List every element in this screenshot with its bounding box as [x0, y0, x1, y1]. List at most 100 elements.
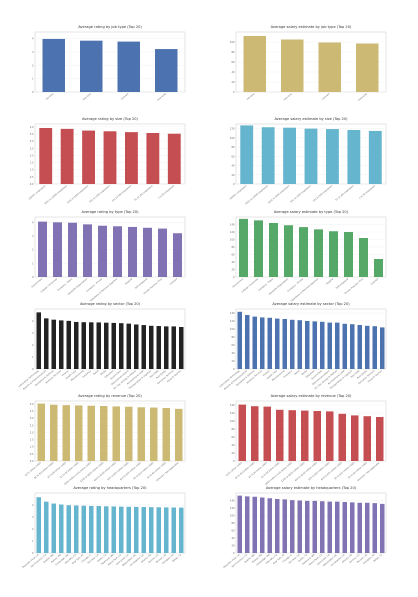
bar	[89, 322, 94, 369]
y-tick-label: 80	[231, 246, 235, 249]
x-tick-label: 201 to 500 employees	[111, 184, 132, 203]
bar	[356, 43, 379, 92]
x-tick-label: Chicago, IL	[81, 553, 93, 564]
bar	[81, 505, 86, 553]
bar	[347, 130, 361, 184]
bar	[297, 500, 302, 553]
bar	[326, 411, 334, 461]
chart-title: Average salary estimate by sector (Top 2…	[272, 302, 350, 306]
x-tick-label: Palo Alto, CA	[265, 553, 278, 565]
chart-panel-8: Average rating by revenue (Top 20) 0.0 0.5…	[24, 394, 186, 486]
y-tick-label: 20	[231, 174, 235, 177]
y-tick-label: 2	[32, 528, 34, 531]
y-tick-label: 120	[230, 507, 235, 510]
bar	[149, 325, 154, 369]
x-tick-label: Unknown / Non-Applicable	[356, 461, 380, 482]
x-tick-label: 51 to 200 employees	[134, 184, 154, 202]
x-tick-label: Full-time	[246, 92, 256, 101]
y-tick-label: 60	[231, 530, 235, 533]
chart-panel-6: Average rating by sector (Top 20) 0 1 2 3 4 In…	[18, 302, 186, 391]
y-tick-label: 60	[231, 155, 235, 158]
bar	[143, 227, 152, 277]
x-tick-label: Education	[104, 369, 115, 379]
bar	[267, 498, 272, 553]
bar	[363, 416, 371, 461]
bar	[329, 231, 338, 277]
chart-title: Average rating by revenue (Top 20)	[78, 394, 142, 398]
bar	[351, 415, 359, 461]
x-tick-label: 5001 to 10000 employees	[44, 184, 69, 205]
y-tick-label: 3.5	[30, 410, 34, 413]
bar	[68, 222, 77, 277]
bar	[260, 317, 265, 369]
bar	[179, 327, 184, 369]
chart-panel-10: Average rating by headquarters (Top 20) 0…	[22, 486, 186, 569]
x-tick-label: Media	[301, 369, 308, 376]
y-tick-label: 0	[233, 460, 235, 463]
y-tick-label: 2.5	[30, 424, 34, 427]
bar	[304, 128, 318, 184]
bar	[137, 407, 145, 461]
x-tick-label: Seattle, WA	[244, 553, 256, 564]
x-tick-label: Contract	[370, 277, 379, 285]
y-tick-label: 2	[32, 249, 34, 252]
bar	[171, 507, 176, 553]
chart-panel-2: Average rating by size (Top 20) 0.0 0.5 1.0…	[28, 117, 186, 205]
bar	[281, 39, 304, 92]
bar	[111, 322, 116, 369]
bar	[158, 228, 167, 277]
bar	[82, 130, 95, 184]
x-tick-label: Denver, CO	[349, 553, 361, 564]
bar	[96, 506, 101, 553]
y-tick-label: 20	[231, 81, 235, 84]
bar	[327, 322, 332, 369]
bar	[251, 406, 259, 461]
bar	[125, 406, 133, 461]
x-tick-label: Chicago, IL	[282, 553, 294, 564]
bar	[134, 324, 139, 369]
x-tick-label: Seattle, WA	[43, 553, 55, 564]
y-tick-label: 3	[32, 51, 34, 54]
y-tick-label: 0	[233, 183, 235, 186]
bar	[156, 507, 161, 553]
y-tick-label: 40	[231, 444, 235, 447]
bar	[342, 323, 347, 369]
y-tick-label: 140	[230, 500, 235, 503]
y-tick-label: 3	[32, 235, 34, 238]
bar	[80, 40, 103, 92]
y-tick-label: 80	[231, 146, 235, 149]
x-tick-label: Austin, TX	[96, 553, 107, 563]
bar	[263, 406, 271, 461]
x-tick-label: Hospital	[124, 277, 133, 285]
chart-panel-11: Average salary estimate by headquarters …	[223, 486, 387, 569]
y-tick-label: 80	[231, 522, 235, 525]
chart-title: Average rating by job type (Top 20)	[78, 25, 142, 29]
y-tick-label: 40	[231, 537, 235, 540]
bar	[301, 410, 309, 461]
chart-title: Average rating by size (Top 20)	[82, 117, 139, 121]
bar	[44, 318, 49, 369]
x-tick-label: Non-Profit	[149, 369, 159, 378]
bar	[66, 505, 71, 553]
x-tick-label: Contract	[120, 92, 129, 100]
y-tick-label: 120	[230, 128, 235, 131]
y-tick-label: 3.0	[30, 417, 34, 420]
bar	[260, 497, 265, 553]
x-tick-label: Finance	[61, 369, 70, 377]
bar	[335, 501, 340, 553]
x-tick-label: Insurance	[283, 369, 294, 379]
y-tick-label: 4.0	[30, 126, 34, 129]
bar	[237, 495, 242, 553]
x-tick-label: Part-time	[82, 92, 92, 101]
bar	[53, 222, 62, 277]
x-tick-label: Insurance	[82, 369, 93, 379]
bar	[119, 323, 124, 369]
bar	[113, 226, 122, 277]
y-tick-label: 4	[32, 221, 34, 224]
bar	[179, 507, 184, 553]
bar	[112, 406, 120, 461]
x-tick-label: 5001 to 10000 employees	[245, 184, 270, 205]
plot-area	[34, 492, 186, 554]
y-tick-label: 4	[32, 320, 34, 323]
bar	[51, 319, 56, 369]
